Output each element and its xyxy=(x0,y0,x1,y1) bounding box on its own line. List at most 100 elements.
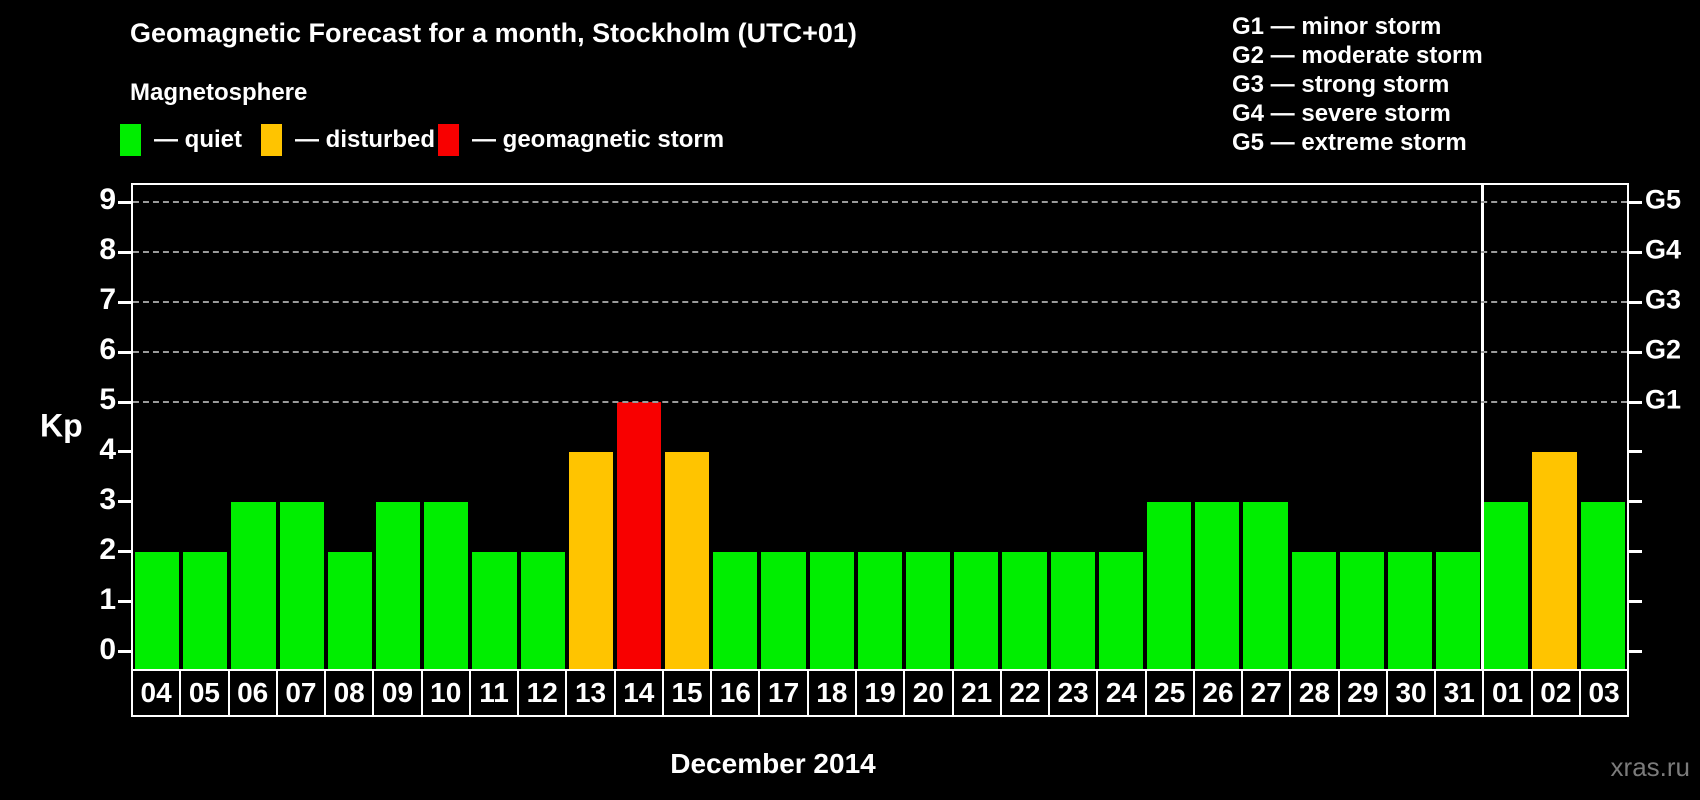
bar-day-31 xyxy=(1436,551,1481,669)
right-axis-label-g1: G1 xyxy=(1645,384,1682,415)
day-label-28: 28 xyxy=(1289,669,1340,717)
bar-day-09 xyxy=(375,501,421,669)
day-label-09: 09 xyxy=(372,669,423,717)
g-scale-legend-line: G3 — strong storm xyxy=(1232,71,1450,98)
bar-day-15 xyxy=(665,451,710,669)
bar-day-26 xyxy=(1195,501,1240,669)
legend-item-label: — geomagnetic storm xyxy=(472,126,725,153)
right-tick-kp-6 xyxy=(1629,350,1642,354)
legend-item-storm: — geomagnetic storm xyxy=(438,124,724,156)
y-tick-label-2: 2 xyxy=(99,532,116,566)
day-label-02: 02 xyxy=(1530,669,1581,717)
day-label-27: 27 xyxy=(1241,669,1292,717)
bar-day-22 xyxy=(1002,551,1047,669)
day-label-03: 03 xyxy=(1578,669,1630,717)
bar-day-29 xyxy=(1339,551,1384,669)
left-tick-kp-9 xyxy=(118,200,131,204)
bar-day-20 xyxy=(906,551,951,669)
left-tick-kp-3 xyxy=(118,500,131,504)
day-label-16: 16 xyxy=(710,669,761,717)
bar-day-17 xyxy=(761,551,806,669)
right-tick-kp-9 xyxy=(1629,200,1642,204)
bar-day-28 xyxy=(1291,551,1336,669)
y-tick-label-1: 1 xyxy=(99,582,116,616)
y-tick-label-4: 4 xyxy=(99,432,116,466)
bar-day-05 xyxy=(183,551,228,669)
y-axis-title: Kp xyxy=(40,407,83,444)
day-label-11: 11 xyxy=(468,669,520,717)
y-tick-label-5: 5 xyxy=(99,383,116,417)
storm-color-swatch xyxy=(438,124,459,156)
left-tick-kp-7 xyxy=(118,300,131,304)
right-tick-kp-0 xyxy=(1629,650,1642,654)
gridline-kp-9 xyxy=(133,201,1627,204)
bar-day-04 xyxy=(135,551,180,669)
gridline-kp-5 xyxy=(133,401,1627,404)
day-label-30: 30 xyxy=(1385,669,1437,717)
right-tick-kp-2 xyxy=(1629,550,1642,554)
bar-day-24 xyxy=(1098,551,1143,669)
day-label-10: 10 xyxy=(420,669,471,717)
left-tick-kp-0 xyxy=(118,650,131,654)
gridline-kp-8 xyxy=(133,251,1627,254)
right-tick-kp-4 xyxy=(1629,450,1642,454)
left-tick-kp-1 xyxy=(118,600,131,604)
day-label-14: 14 xyxy=(613,669,664,717)
day-label-15: 15 xyxy=(661,669,713,717)
y-tick-label-6: 6 xyxy=(99,333,116,367)
g-scale-legend-line: G2 — moderate storm xyxy=(1232,42,1483,69)
g-scale-legend: G1 — minor storm G2 — moderate storm G3 — … xyxy=(1232,12,1483,157)
bar-day-10 xyxy=(424,501,469,669)
x-axis-day-labels: 04 05 06 07 08 09 10 11 12 13 14 15 16 17 18 19 20 21 22 23… xyxy=(131,669,1630,717)
day-label-07: 07 xyxy=(275,669,327,717)
day-label-12: 12 xyxy=(517,669,568,717)
day-label-31: 31 xyxy=(1434,669,1485,717)
right-axis-label-g3: G3 xyxy=(1645,284,1682,315)
month-separator-line xyxy=(1480,185,1484,669)
bar-day-08 xyxy=(327,551,372,669)
y-tick-label-7: 7 xyxy=(99,283,116,317)
right-tick-kp-1 xyxy=(1629,600,1642,604)
bar-day-21 xyxy=(954,551,999,669)
bar-day-18 xyxy=(809,551,854,669)
disturbed-color-swatch xyxy=(261,124,282,156)
x-axis-title: December 2014 xyxy=(670,748,876,779)
legend-item-disturbed: — disturbed xyxy=(261,124,435,156)
g-scale-legend-line: G5 — extreme storm xyxy=(1232,129,1467,156)
bar-day-23 xyxy=(1050,551,1095,669)
bar-day-14 xyxy=(616,402,662,669)
day-label-04: 04 xyxy=(131,669,182,717)
gridline-kp-7 xyxy=(133,301,1627,304)
y-tick-label-0: 0 xyxy=(99,632,116,666)
legend-item-quiet: — quiet xyxy=(120,124,242,156)
day-label-18: 18 xyxy=(806,669,857,717)
y-tick-label-8: 8 xyxy=(99,233,116,267)
day-label-08: 08 xyxy=(324,669,375,717)
right-tick-kp-8 xyxy=(1629,250,1642,254)
day-label-19: 19 xyxy=(854,669,906,717)
g-scale-legend-line: G4 — severe storm xyxy=(1232,100,1451,127)
bar-day-01 xyxy=(1484,501,1529,669)
left-tick-kp-8 xyxy=(118,250,131,254)
bar-day-02 xyxy=(1532,451,1577,669)
bar-day-19 xyxy=(857,551,902,669)
day-label-05: 05 xyxy=(179,669,230,717)
day-label-21: 21 xyxy=(951,669,1002,717)
left-tick-kp-5 xyxy=(118,400,131,404)
bar-day-27 xyxy=(1243,501,1288,669)
day-label-22: 22 xyxy=(999,669,1051,717)
quiet-color-swatch xyxy=(120,124,141,156)
magnetosphere-label: Magnetosphere xyxy=(130,79,308,106)
day-label-23: 23 xyxy=(1048,669,1099,717)
right-axis-label-g2: G2 xyxy=(1645,334,1682,365)
legend-item-label: — quiet xyxy=(154,126,242,153)
bar-day-06 xyxy=(231,501,276,669)
chart-title: Geomagnetic Forecast for a month, Stockh… xyxy=(130,18,857,48)
day-label-25: 25 xyxy=(1144,669,1195,717)
bar-day-12 xyxy=(520,551,565,669)
bar-series xyxy=(133,185,1627,669)
bar-day-13 xyxy=(568,451,613,669)
day-label-20: 20 xyxy=(903,669,954,717)
bar-day-30 xyxy=(1387,551,1433,669)
day-label-24: 24 xyxy=(1096,669,1147,717)
